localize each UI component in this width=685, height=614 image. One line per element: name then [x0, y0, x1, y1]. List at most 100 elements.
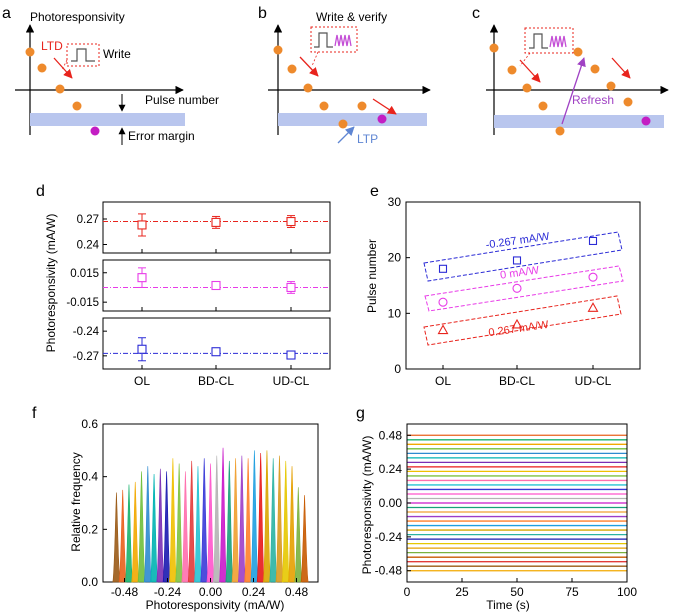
panel-d-data-point [211, 347, 221, 357]
panel-d-y-label: Photoresponsivity (mA/W) [44, 214, 58, 353]
panel-e-data-point [512, 283, 522, 293]
panel-a-write-label: Write [103, 47, 131, 61]
panel-f-distribution-peak [162, 471, 171, 583]
panel-b-error-margin-band [278, 113, 427, 126]
panel-f-distribution-peak [112, 492, 121, 583]
panel-a-dot [55, 84, 65, 94]
panel-e-series-label: 0.267 mA/W [488, 319, 550, 339]
panel-letter-b: b [258, 5, 267, 22]
panel-b-write-pulse-icon [314, 32, 333, 48]
panel-f-distribution-peak [150, 474, 159, 583]
panel-c-dot [522, 83, 532, 93]
panel-f-x-label: Photoresponsivity (mA/W) [146, 598, 285, 612]
panel-d-data-point [286, 282, 296, 293]
panel-g: g -0.48 -0.24 0.00 0.24 0.48 0 25 50 75 100 Photo… [356, 405, 637, 612]
panel-d-data-point [211, 280, 221, 291]
panel-g-x-tick-label: 100 [617, 585, 637, 599]
panel-f-distribution-peak [194, 466, 202, 583]
panel-f-distribution-peak [187, 460, 196, 583]
panel-b-red-arrow [372, 98, 397, 115]
panel-b-dot [319, 101, 329, 111]
panel-e-x-tick-label: BD-CL [499, 374, 535, 388]
panel-f-distribution-peak [294, 487, 303, 583]
panel-c-magenta-dot [641, 116, 651, 126]
panel-g-x-label: Time (s) [486, 598, 530, 612]
panel-f-distribution-peak [175, 463, 184, 583]
panel-b-ltp-arrow [337, 126, 355, 144]
panel-f-x-tick-label: -0.48 [111, 585, 139, 599]
panel-d-y-tick-label: 0.015 [70, 268, 99, 280]
panel-e-y-tick-label: 30 [388, 195, 402, 209]
panel-d-y-tick-label: -0.015 [66, 297, 99, 309]
panel-c-write-pulse-icon [529, 33, 548, 49]
panel-e-data-point [588, 272, 598, 282]
panel-f-distribution-peak [237, 455, 246, 583]
panel-e-frame [405, 201, 641, 370]
panel-f-distribution-peak [118, 489, 127, 583]
panel-d-y-tick-label: 0.27 [77, 214, 99, 226]
panel-letter-a: a [2, 5, 11, 22]
panel-a-dot [72, 101, 82, 111]
panel-f-distribution-peak [206, 463, 215, 583]
panel-e-series-label: 0 mA/W [499, 264, 540, 281]
panel-f-y-tick-label: 0.0 [81, 575, 98, 589]
panel-a-error-margin-band [30, 113, 185, 126]
panel-a-y-label: Photoresponsivity [30, 10, 125, 24]
panel-b-write-callout [311, 51, 319, 67]
panel-g-plot: -0.48 -0.24 0.00 0.24 0.48 0 25 50 75 100 [375, 423, 637, 599]
panel-e-series-label: -0.267 mA/W [485, 231, 551, 252]
panel-a-magenta-dot [90, 126, 100, 136]
panel-b-dot [357, 101, 367, 111]
panel-b: b Write & verify LTP [258, 5, 431, 146]
panel-letter-g: g [356, 405, 365, 422]
panel-c-dot [538, 101, 548, 111]
panel-f-y-tick-label: 0.2 [81, 522, 98, 536]
panel-d-data-point [137, 220, 147, 230]
panel-letter-c: c [472, 5, 480, 22]
panel-b-dot [303, 83, 313, 93]
panel-c-dot [507, 65, 517, 75]
panel-c-refresh-label: Refresh [572, 93, 614, 107]
panel-b-ltp-label: LTP [357, 132, 378, 146]
panel-c-dot [573, 47, 583, 57]
panel-f-distribution-peak [231, 458, 240, 583]
panel-f-distribution-peak [225, 460, 234, 583]
panel-c-refresh-arrow [561, 57, 586, 125]
panel-e-data-point [511, 318, 523, 329]
panel-f-y-tick-label: 0.6 [81, 417, 98, 431]
panel-c-red-arrow [611, 57, 631, 79]
panel-f-distribution-peak [281, 460, 290, 583]
panel-f-distribution-peak [168, 458, 177, 583]
panel-b-dot [273, 45, 283, 55]
panel-a-x-label: Pulse number [145, 93, 219, 107]
panel-f-distribution-peak [181, 471, 190, 583]
panel-e-group-band [423, 231, 623, 282]
panel-f-plot: 0.0 0.2 0.4 0.6 -0.48 -0.24 0.00 0.24 0.48 [81, 417, 319, 599]
panel-f-distribution-peak [156, 468, 165, 583]
panel-g-y-label: Photoresponsivity (mA/W) [360, 436, 374, 575]
panel-e-x-tick-label: UD-CL [575, 374, 612, 388]
panel-d: d 0.24 0.27 -0.015 0.015 -0.27 -0.24 Photores… [36, 183, 331, 388]
panel-d-y-tick-label: -0.27 [73, 351, 99, 363]
panel-f-y-tick-label: 0.4 [81, 470, 98, 484]
panel-e-group-band [424, 265, 624, 312]
panel-d-data-point [211, 217, 221, 227]
panel-f-distribution-peak [125, 484, 133, 583]
panel-f-distribution-peak [200, 458, 209, 583]
panel-g-x-tick-label: 25 [455, 585, 469, 599]
panel-d-x-tick-label: UD-CL [273, 374, 310, 388]
panel-f-distribution-peak [250, 450, 259, 583]
panel-b-ltd-arrow [299, 56, 319, 77]
panel-b-dot [287, 64, 297, 74]
panel-d-y-tick-label: -0.24 [73, 326, 100, 338]
panel-a-dot [25, 47, 35, 57]
panel-f-distribution-peak [275, 455, 284, 583]
panel-a: a Photoresponsivity Pulse number LTD Wri… [2, 5, 219, 145]
panel-f-x-tick-label: 0.24 [242, 585, 266, 599]
panel-f-y-label: Relative frequency [69, 452, 83, 551]
panel-b-magenta-dot [377, 114, 387, 124]
panel-g-y-tick-label: -0.24 [375, 530, 403, 544]
panel-f-distribution-peak [256, 452, 265, 583]
panel-f-distribution-peak [143, 466, 152, 583]
panel-e-x-tick-label: OL [435, 374, 451, 388]
